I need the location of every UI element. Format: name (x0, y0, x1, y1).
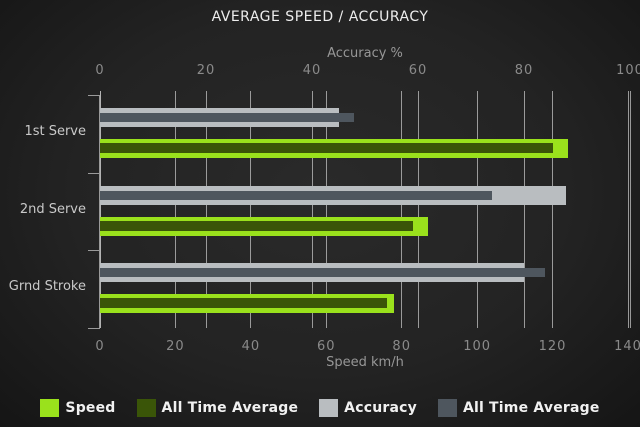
legend-item: Accuracy (319, 399, 417, 417)
chart-title: AVERAGE SPEED / ACCURACY (211, 9, 429, 25)
speed-gridline (476, 91, 478, 328)
y-axis-tick (88, 327, 100, 329)
y-axis-tick (88, 249, 100, 251)
speed-gridline (401, 91, 403, 328)
legend-label: Accuracy (344, 400, 417, 416)
y-axis-tick (88, 172, 100, 174)
speed-gridline (99, 91, 101, 328)
top-tick-label: 100 (616, 63, 640, 78)
accuracy-avg-bar (100, 268, 546, 277)
bottom-tick-label: 80 (392, 339, 411, 354)
accuracy-gridline (205, 91, 207, 328)
legend-item: Speed (40, 399, 115, 417)
top-tick-label: 0 (95, 63, 105, 78)
bottom-tick-label: 120 (538, 339, 567, 354)
y-axis-line (99, 95, 100, 328)
speed-gridline (174, 91, 176, 328)
bottom-tick-label: 40 (241, 339, 261, 354)
top-tick-label: 60 (408, 63, 428, 78)
y-axis-tick (88, 94, 100, 96)
legend-label: All Time Average (161, 400, 299, 416)
bottom-tick-label: 60 (317, 339, 336, 354)
bottom-axis-title: Speed km/h (326, 355, 404, 370)
legend-swatch (437, 399, 457, 417)
accuracy-gridline (311, 91, 313, 328)
legend-swatch (136, 399, 156, 417)
category-label: Grnd Stroke (8, 279, 86, 294)
speed-avg-bar (100, 143, 553, 153)
top-tick-label: 20 (196, 63, 216, 78)
legend-item: All Time Average (136, 399, 299, 417)
accuracy-gridline (629, 91, 631, 328)
legend-item: All Time Average (437, 399, 600, 417)
accuracy-gridline (417, 91, 419, 328)
legend-label: All Time Average (462, 400, 600, 416)
bottom-tick-label: 100 (463, 339, 492, 354)
speed-gridline (325, 91, 327, 328)
accuracy-avg-bar (100, 113, 355, 122)
legend-swatch (319, 399, 339, 417)
speed-avg-bar (100, 221, 414, 231)
top-tick-label: 40 (302, 63, 322, 78)
speed-gridline (627, 91, 629, 328)
speed-avg-bar (100, 298, 387, 308)
legend-label: Speed (65, 400, 116, 416)
speed-gridline (250, 91, 252, 328)
speed-gridline (552, 91, 554, 328)
bottom-tick-label: 0 (95, 339, 105, 354)
accuracy-avg-bar (100, 191, 493, 200)
bottom-tick-label: 20 (166, 339, 185, 354)
accuracy-gridline (523, 91, 525, 328)
top-tick-label: 80 (514, 63, 534, 78)
category-label: 2nd Serve (19, 202, 86, 217)
top-axis-title: Accuracy % (327, 46, 403, 61)
bottom-tick-label: 140 (614, 339, 640, 354)
category-label: 1st Serve (24, 124, 86, 139)
legend: Speed All Time Average Accuracy All Time Av… (0, 397, 640, 419)
legend-swatch (40, 399, 60, 417)
